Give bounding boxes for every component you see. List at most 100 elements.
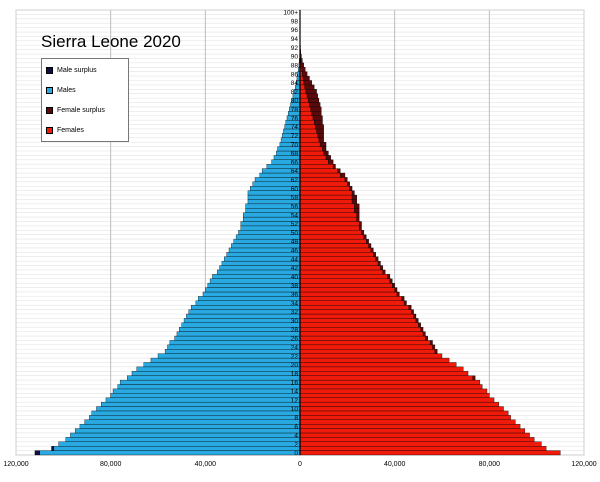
female-bar: [299, 393, 490, 398]
age-label: 82: [291, 89, 299, 96]
age-label: 2: [294, 441, 298, 448]
female-surplus-bar: [387, 274, 391, 279]
age-label: 70: [291, 142, 299, 149]
x-tick-label: 80,000: [100, 461, 122, 468]
age-label: 38: [291, 283, 299, 290]
female-bar: [299, 256, 376, 262]
female-surplus-bar: [325, 155, 331, 160]
female-bar: [299, 155, 327, 160]
female-surplus-bar: [392, 282, 395, 288]
female-bar: [299, 168, 339, 174]
male-bar: [136, 366, 301, 372]
female-surplus-bar: [394, 287, 398, 293]
female-bar: [299, 384, 483, 390]
female-surplus-bar: [411, 309, 414, 315]
age-label: 54: [291, 212, 299, 219]
male-bar: [231, 243, 301, 249]
age-label: 20: [291, 362, 299, 369]
age-label: 36: [291, 292, 299, 299]
female-surplus-bar: [311, 111, 322, 116]
female-surplus-bar: [322, 146, 327, 152]
female-bar: [299, 128, 317, 134]
age-label: 56: [291, 203, 299, 210]
female-bar: [299, 406, 504, 412]
age-label: 66: [291, 159, 299, 166]
female-surplus-bar: [413, 313, 417, 319]
female-surplus-bar: [351, 199, 357, 205]
female-surplus-bar: [300, 62, 304, 68]
female-bar: [299, 243, 369, 249]
female-surplus-bar: [300, 58, 303, 64]
female-surplus-bar: [375, 256, 379, 262]
female-bar: [299, 291, 398, 297]
female-bar: [299, 93, 308, 99]
female-bar: [299, 216, 357, 222]
female-bar: [299, 172, 341, 178]
female-bar: [299, 397, 495, 403]
age-label: 98: [291, 18, 299, 25]
x-tick-label: 40,000: [195, 461, 217, 468]
age-label: 4: [294, 433, 298, 440]
age-label: 30: [291, 318, 299, 325]
male-bar: [131, 371, 301, 376]
male-bar: [224, 256, 301, 262]
age-label: 80: [291, 98, 299, 105]
male-bar: [226, 252, 301, 257]
female-bar: [299, 199, 353, 205]
female-surplus-bar: [380, 265, 384, 271]
female-bar: [299, 84, 305, 90]
female-surplus-bar: [319, 142, 327, 147]
age-label: 34: [291, 300, 299, 307]
female-surplus-bar: [370, 247, 374, 253]
legend-label-female-surplus: Female surplus: [57, 106, 105, 114]
female-bar: [299, 362, 457, 368]
female-surplus-bar: [315, 124, 324, 130]
female-bar: [299, 225, 360, 231]
male-bar: [167, 344, 301, 350]
male-bar: [164, 349, 301, 354]
age-label: 42: [291, 265, 299, 272]
male-bar: [112, 388, 301, 394]
age-label: 46: [291, 248, 299, 255]
age-label: 48: [291, 239, 299, 246]
female-bar: [299, 296, 402, 301]
female-surplus-bar: [332, 164, 336, 169]
male-bar: [195, 300, 301, 306]
female-surplus-bar: [304, 84, 315, 90]
female-surplus-bar: [316, 128, 324, 134]
female-surplus-bar: [344, 177, 348, 183]
female-surplus-bar: [347, 181, 350, 187]
female-bar: [299, 340, 431, 346]
female-bar: [299, 309, 412, 315]
female-surplus-bar: [420, 327, 424, 332]
female-bar: [299, 164, 334, 169]
female-surplus-bar: [302, 75, 310, 81]
female-surplus-bar: [422, 331, 426, 337]
male-bar: [91, 410, 301, 416]
female-surplus-bar: [308, 97, 320, 103]
female-surplus-bar: [415, 318, 419, 323]
female-bar: [299, 353, 443, 359]
female-surplus-bar: [328, 159, 334, 165]
female-bar: [299, 419, 516, 425]
female-surplus-swatch: [46, 106, 53, 114]
female-surplus-bar: [305, 89, 317, 94]
age-label: 78: [291, 107, 299, 114]
legend-item-female-surplus: Female surplus: [46, 104, 105, 116]
male-bar: [105, 397, 301, 403]
male-bar: [39, 450, 301, 456]
male-surplus-bar: [34, 450, 40, 456]
x-tick-label: 120,000: [571, 461, 596, 468]
female-surplus-bar: [312, 115, 323, 121]
female-surplus-bar: [306, 93, 318, 99]
female-bar: [299, 366, 464, 372]
age-label: 28: [291, 327, 299, 334]
male-bar: [186, 313, 301, 319]
female-surplus-bar: [418, 322, 421, 328]
male-bar: [198, 296, 301, 301]
age-label: 10: [291, 406, 299, 413]
age-label: 74: [291, 124, 299, 131]
female-surplus-bar: [368, 243, 372, 249]
female-bar: [299, 208, 355, 213]
female-bar: [299, 269, 384, 275]
